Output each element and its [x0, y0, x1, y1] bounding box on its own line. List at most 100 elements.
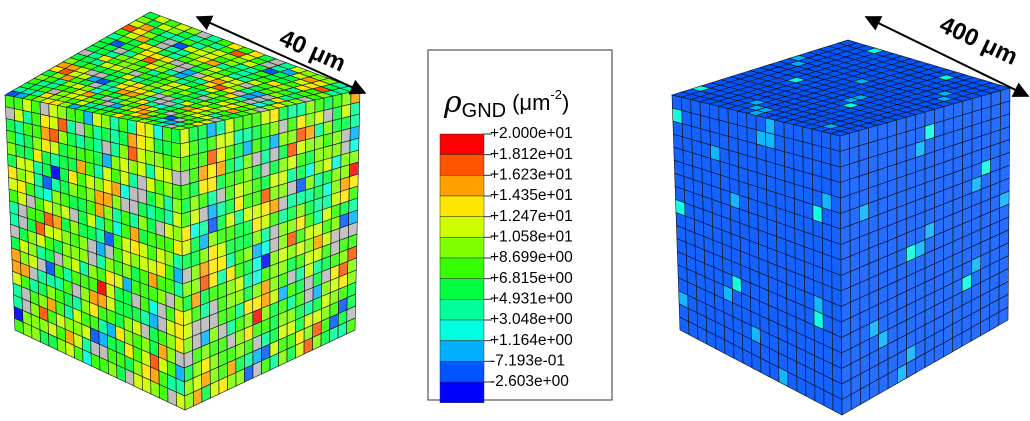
legend-unit: (μm	[512, 90, 550, 115]
mesh-cell	[110, 129, 119, 144]
mesh-cell	[831, 164, 840, 182]
mesh-cell	[288, 104, 297, 119]
legend-label: +2.000e+01	[490, 125, 573, 142]
mesh-cell	[270, 121, 279, 136]
mesh-cell	[102, 127, 111, 142]
mesh-cell	[784, 122, 794, 139]
mesh-cell	[137, 148, 146, 164]
mesh-cell	[225, 131, 234, 147]
mesh-cell	[288, 117, 297, 132]
mesh-cell	[66, 107, 75, 121]
color-band	[440, 237, 484, 258]
mesh-cell	[252, 112, 261, 127]
mesh-cell	[146, 150, 155, 166]
mesh-cell	[93, 113, 102, 128]
mesh-cell	[145, 137, 154, 153]
legend-unit: )	[562, 90, 569, 115]
mesh-cell	[198, 151, 207, 167]
mesh-cell	[270, 134, 279, 149]
mesh-cell	[76, 134, 85, 149]
legend-label: -7.193e-01	[490, 352, 565, 369]
mesh-cell	[181, 170, 190, 186]
legend-label: +8.699e+00	[490, 249, 573, 266]
mesh-cell	[261, 110, 270, 125]
mesh-cell	[154, 125, 163, 141]
mesh-cell	[831, 134, 840, 152]
mesh-cell	[136, 121, 145, 136]
mesh-cell	[84, 124, 93, 139]
mesh-cell	[225, 145, 234, 161]
mesh-cell	[243, 140, 252, 156]
color-band	[440, 361, 484, 382]
mesh-cell	[243, 127, 252, 142]
legend-label: +1.812e+01	[490, 146, 573, 163]
mesh-cell	[190, 167, 199, 183]
mesh-cell	[199, 165, 208, 181]
mesh-cell	[75, 109, 84, 124]
legend-symbol: ρ	[443, 85, 462, 120]
color-band	[440, 196, 484, 217]
mesh-cell	[207, 136, 216, 152]
mesh-cell	[5, 95, 14, 109]
legend-label: +6.815e+00	[490, 270, 573, 287]
mesh-cell	[812, 159, 821, 177]
mesh-cell	[189, 126, 198, 142]
mesh-cell	[32, 112, 41, 126]
mesh-cell	[765, 118, 775, 135]
mesh-cell	[207, 122, 216, 138]
color-band	[440, 134, 484, 155]
mesh-cell	[111, 155, 120, 170]
mesh-cell	[163, 168, 172, 184]
mesh-cell	[14, 97, 23, 111]
color-band	[440, 341, 484, 362]
mesh-cell	[171, 128, 180, 144]
mesh-cell	[181, 184, 190, 200]
mesh-cell	[803, 142, 812, 160]
mesh-cell	[85, 136, 94, 151]
color-band	[440, 279, 484, 300]
mesh-cell	[172, 156, 181, 172]
mesh-cell	[831, 149, 840, 167]
mesh-cell	[154, 152, 163, 168]
mesh-cell	[40, 114, 49, 128]
mesh-cell	[101, 114, 110, 129]
mesh-cell	[40, 102, 49, 116]
mesh-cell	[94, 151, 103, 166]
mesh-cell	[216, 120, 225, 136]
mesh-cell	[216, 147, 225, 163]
color-band	[440, 155, 484, 176]
mesh-cell	[234, 116, 243, 131]
mesh-cell	[93, 138, 102, 153]
left-cube	[5, 12, 360, 410]
mesh-cell	[93, 125, 102, 140]
mesh-cell	[58, 130, 67, 145]
mesh-cell	[261, 136, 270, 151]
mesh-cell	[297, 115, 306, 130]
mesh-cell	[154, 138, 163, 154]
mesh-cell	[181, 156, 190, 172]
legend-label: +1.058e+01	[490, 228, 573, 245]
color-bar: +2.000e+01+1.812e+01+1.623e+01+1.435e+01…	[440, 125, 573, 403]
mesh-cell	[803, 127, 813, 144]
mesh-cell	[279, 106, 288, 121]
mesh-cell	[145, 123, 154, 138]
mesh-cell	[75, 122, 84, 137]
mesh-cell	[58, 118, 67, 132]
mesh-cell	[198, 138, 207, 154]
figure: 40 μm 400 μm ρGND(μm-2) +2.000e+01+1.812…	[0, 0, 1030, 421]
mesh-cell	[58, 106, 67, 120]
mesh-cell	[234, 143, 243, 159]
mesh-cell	[252, 138, 261, 153]
mesh-cell	[102, 153, 111, 168]
legend-label: +3.048e+00	[490, 311, 573, 328]
mesh-cell	[225, 158, 234, 174]
mesh-cell	[747, 113, 757, 130]
legend-label: +1.164e+00	[490, 332, 573, 349]
mesh-cell	[793, 125, 803, 142]
mesh-cell	[146, 164, 155, 180]
color-band	[440, 382, 484, 403]
color-band	[440, 258, 484, 279]
mesh-cell	[163, 140, 172, 156]
legend-exponent: -2	[550, 87, 562, 102]
mesh-cell	[315, 98, 324, 113]
